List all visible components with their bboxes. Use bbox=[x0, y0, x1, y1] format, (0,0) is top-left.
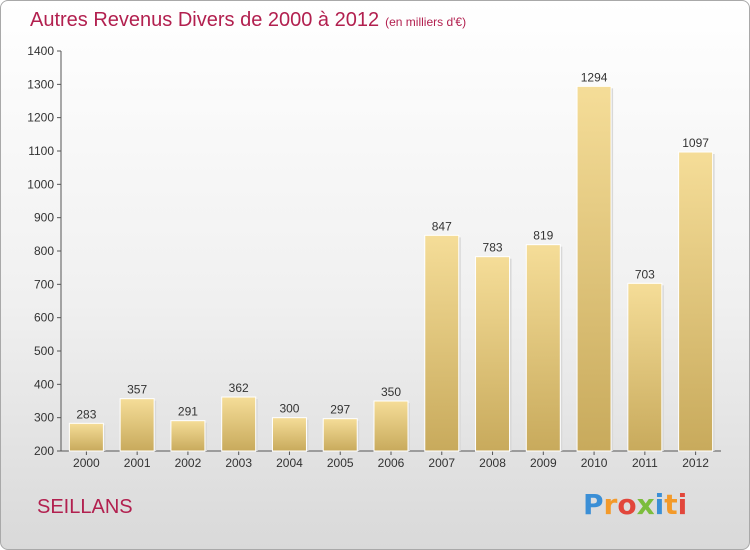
x-tick-label: 2002 bbox=[175, 456, 202, 470]
y-tick-label: 1100 bbox=[28, 144, 54, 158]
logo-letter: r bbox=[603, 488, 618, 521]
chart-title: Autres Revenus Divers de 2000 à 2012 (en … bbox=[30, 9, 466, 32]
bar bbox=[475, 256, 511, 452]
location-name: SEILLANS bbox=[37, 496, 133, 518]
bar bbox=[119, 398, 155, 452]
bar-value-label: 357 bbox=[127, 383, 147, 397]
bar bbox=[576, 85, 612, 452]
x-tick-label: 2010 bbox=[581, 456, 608, 470]
logo-letter: i bbox=[677, 488, 688, 521]
bar bbox=[322, 418, 358, 452]
logo-letter: i bbox=[654, 488, 665, 521]
bar-value-label: 350 bbox=[381, 385, 401, 399]
y-tick-label: 1300 bbox=[27, 77, 54, 91]
bar-chart: 200 300 400 500 600 700 800 900 1000 1100 1200 1300… bbox=[27, 44, 721, 470]
logo-letter: P bbox=[583, 488, 604, 521]
bar-value-label: 847 bbox=[432, 219, 452, 233]
bar bbox=[525, 244, 561, 452]
bar-value-label: 297 bbox=[330, 403, 350, 417]
bar-value-label: 300 bbox=[279, 402, 299, 416]
x-tick-label: 2000 bbox=[73, 456, 100, 470]
bar bbox=[678, 151, 714, 452]
y-tick-label: 800 bbox=[34, 244, 54, 258]
bar-value-label: 283 bbox=[76, 407, 96, 421]
y-tick-label: 1400 bbox=[27, 44, 54, 58]
bar-value-label: 819 bbox=[533, 229, 553, 243]
logo-letter: o bbox=[617, 488, 637, 521]
y-tick-label: 1000 bbox=[27, 177, 54, 191]
bar bbox=[373, 400, 409, 452]
logo-letter: x bbox=[636, 488, 655, 521]
x-tick-label: 2004 bbox=[276, 456, 303, 470]
x-tick-label: 2011 bbox=[632, 456, 658, 470]
y-tick-label: 1200 bbox=[27, 111, 54, 125]
bar-value-label: 703 bbox=[635, 267, 655, 281]
bar-value-label: 1097 bbox=[682, 136, 709, 150]
x-tick-label: 2001 bbox=[124, 456, 151, 470]
bar-value-label: 1294 bbox=[581, 70, 608, 84]
x-tick-label: 2005 bbox=[327, 456, 354, 470]
bar-value-label: 783 bbox=[483, 241, 503, 255]
chart-title-text: Autres Revenus Divers de 2000 à 2012 bbox=[30, 9, 380, 31]
y-tick-label: 300 bbox=[34, 411, 54, 425]
y-tick-label: 500 bbox=[34, 344, 54, 358]
bar bbox=[424, 234, 460, 452]
chart-unit-note: (en milliers d'€) bbox=[385, 15, 467, 29]
x-tick-label: 2007 bbox=[428, 456, 455, 470]
bar-value-label: 362 bbox=[229, 381, 249, 395]
x-tick-label: 2008 bbox=[479, 456, 506, 470]
bar bbox=[221, 396, 257, 452]
bar bbox=[271, 417, 307, 452]
x-tick-label: 2012 bbox=[682, 456, 709, 470]
bar-value-label: 291 bbox=[178, 405, 198, 419]
x-tick-label: 2003 bbox=[225, 456, 252, 470]
y-tick-label: 200 bbox=[34, 444, 54, 458]
proxiti-logo: Proxiti bbox=[583, 488, 687, 521]
bar bbox=[170, 420, 206, 452]
x-tick-label: 2009 bbox=[530, 456, 557, 470]
y-tick-label: 900 bbox=[34, 211, 54, 225]
y-tick-label: 600 bbox=[34, 311, 54, 325]
y-tick-label: 400 bbox=[34, 377, 54, 391]
logo-letter: t bbox=[664, 488, 678, 521]
y-tick-label: 700 bbox=[34, 277, 54, 291]
x-tick-label: 2006 bbox=[378, 456, 405, 470]
bar bbox=[627, 282, 663, 452]
bar bbox=[68, 422, 104, 452]
